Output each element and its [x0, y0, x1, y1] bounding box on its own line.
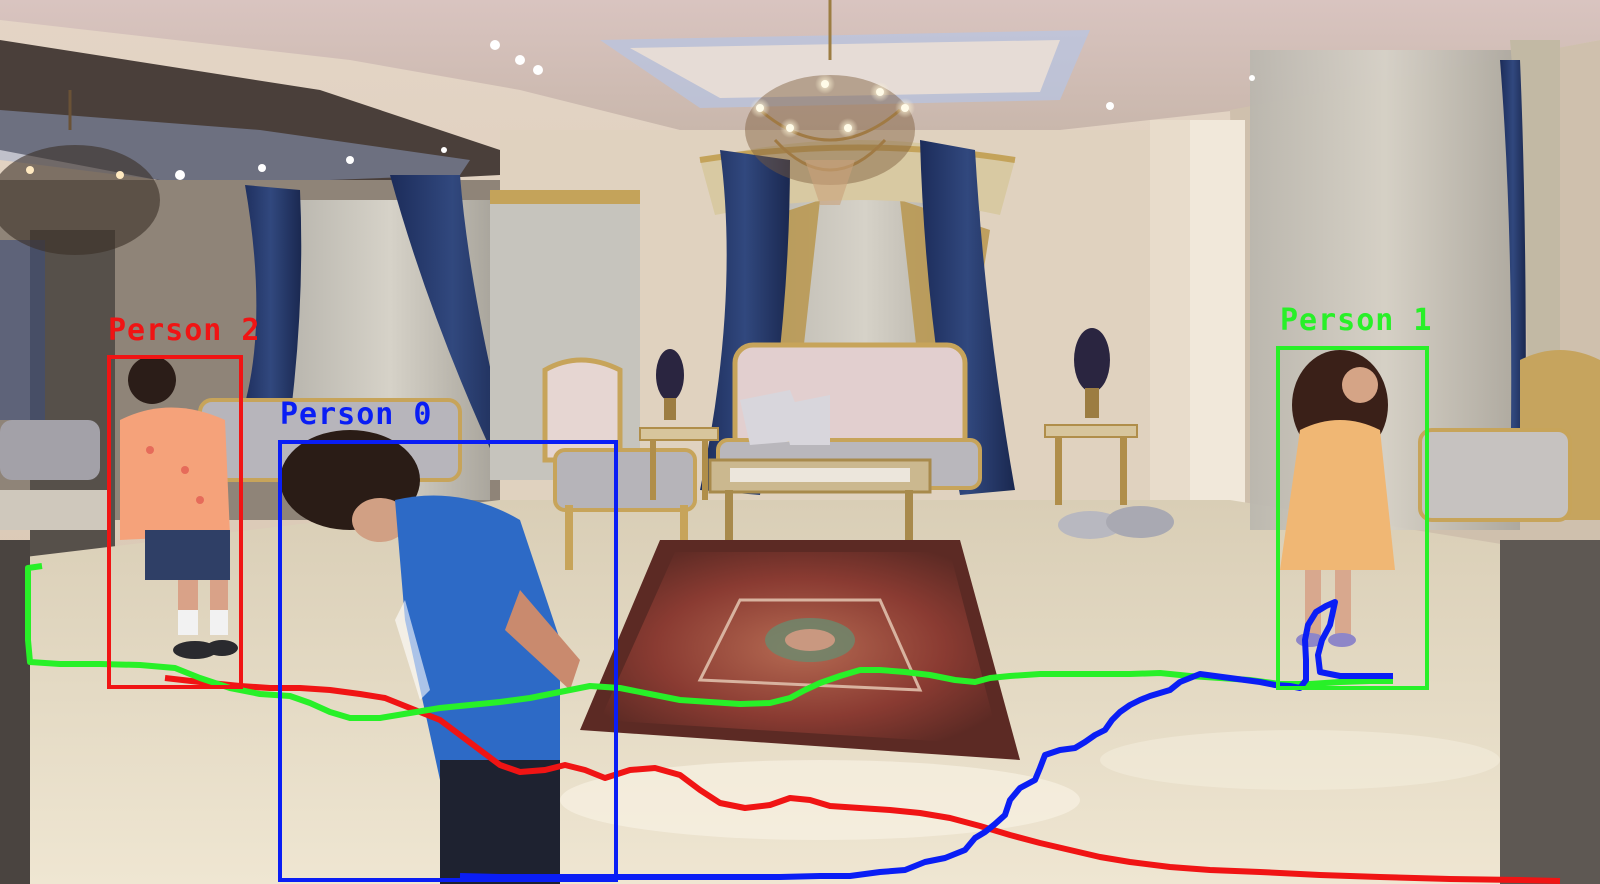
label-person-0: Person 0	[280, 397, 433, 432]
label-person-2: Person 2	[108, 313, 261, 348]
trajectory-person-2	[164, 675, 1561, 884]
person-2-figure	[120, 356, 238, 659]
trajectories	[25, 563, 1561, 884]
bounding-box-person-2: Person 2	[107, 313, 261, 689]
label-person-1: Person 1	[1280, 303, 1433, 338]
person-1-figure	[1280, 350, 1395, 647]
trajectory-person-0	[459, 599, 1393, 880]
bounding-box-person-0: Person 0	[278, 397, 618, 882]
bounding-box-person-1: Person 1	[1276, 303, 1433, 690]
chandeliers	[0, 0, 1255, 255]
trajectory-person-1	[25, 563, 1393, 721]
person-0-figure	[280, 430, 580, 884]
persian-rug	[580, 540, 1020, 760]
